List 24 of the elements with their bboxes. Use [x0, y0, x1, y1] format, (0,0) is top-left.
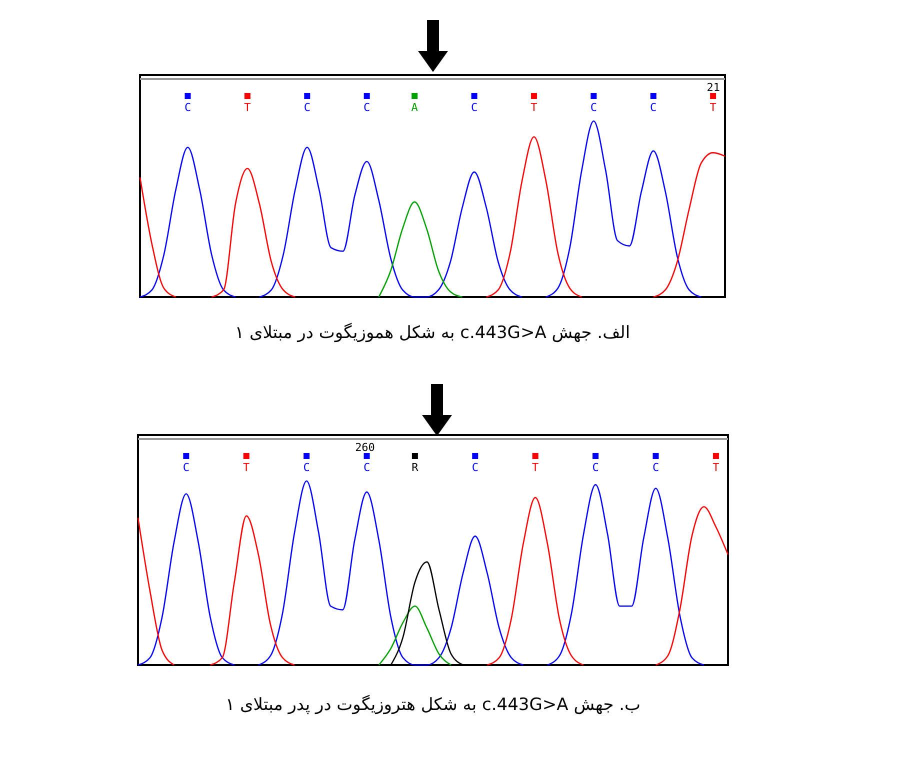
x-tick-label: C: [470, 101, 478, 114]
x-tick-label: R: [412, 461, 419, 474]
x-tick-label: A: [411, 101, 418, 114]
text: ب. جهش c.443G>A به شکل هتروزیگوت در پدر مبتلای ۱: [225, 694, 641, 715]
x-tick-label: T: [244, 101, 252, 114]
text: 260: [355, 441, 375, 454]
x-tick-label: T: [530, 101, 538, 114]
text: 21: [706, 81, 720, 94]
x-tick-label: C: [364, 101, 370, 114]
x-tick-label: C: [652, 461, 660, 474]
x-tick-label: C: [590, 101, 597, 114]
x-tick-label: C: [304, 101, 310, 114]
x-tick-label: C: [182, 461, 190, 474]
x-tick-label: C: [472, 461, 478, 474]
x-tick-label: T: [532, 461, 540, 474]
x-tick-label: C: [592, 461, 599, 474]
x-tick-label: T: [710, 101, 717, 114]
text: الف. جهش c.443G>A به شکل هموزیگوت در مبتلای ۱: [234, 322, 630, 343]
x-tick-label: T: [243, 461, 250, 474]
x-tick-label: T: [712, 461, 720, 474]
x-tick-label: C: [363, 461, 370, 474]
x-tick-label: C: [184, 101, 192, 114]
x-tick-label: C: [650, 101, 657, 114]
x-tick-label: C: [303, 461, 310, 474]
